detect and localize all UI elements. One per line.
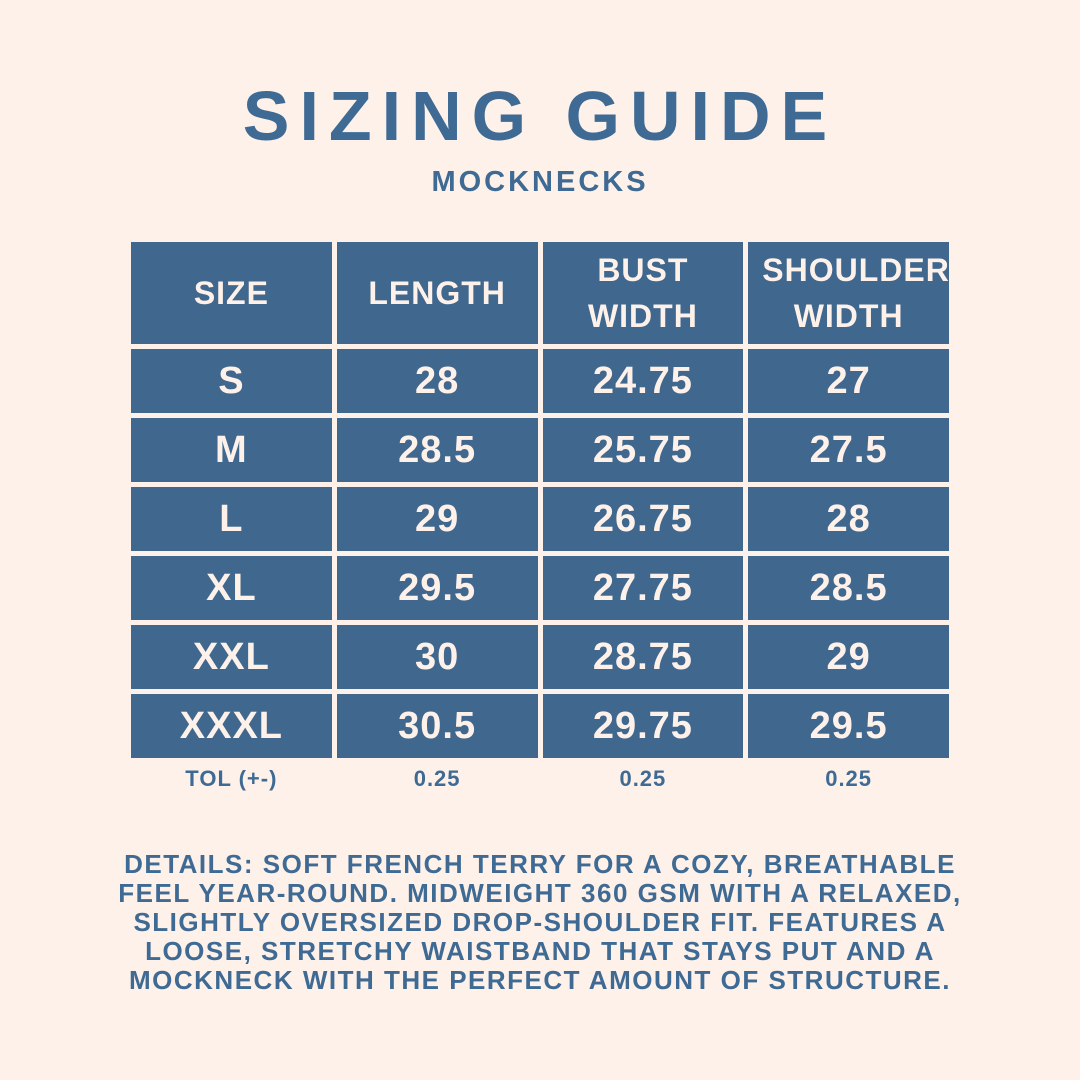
column-header-length: LENGTH: [336, 242, 538, 344]
table-row-l: L 29 26.75 28: [131, 487, 949, 551]
shoulder-width-cell: 27.5: [748, 418, 949, 482]
size-cell: XXXL: [131, 694, 332, 758]
page-subtitle: MOCKNECKS: [431, 166, 649, 198]
details-text: DETAILS: SOFT FRENCH TERRY FOR A COZY, B…: [118, 849, 962, 996]
table-row-xxl: XXL 30 28.75 29: [131, 625, 949, 689]
tolerance-row: TOL (+-) 0.25 0.25 0.25: [131, 763, 949, 795]
length-cell: 29.5: [336, 556, 538, 620]
size-cell: XL: [131, 556, 332, 620]
column-header-size: SIZE: [131, 242, 332, 344]
table-row-s: S 28 24.75 27: [131, 349, 949, 413]
table-row-m: M 28.5 25.75 27.5: [131, 418, 949, 482]
table-row-xl: XL 29.5 27.75 28.5: [131, 556, 949, 620]
sizing-table: SIZE LENGTH BUST WIDTH SHOULDER WIDTH S …: [126, 237, 954, 800]
page-title: SIZING GUIDE: [242, 77, 838, 155]
table-row-xxxl: XXXL 30.5 29.75 29.5: [131, 694, 949, 758]
bust-width-cell: 24.75: [542, 349, 744, 413]
shoulder-width-cell: 29: [748, 625, 949, 689]
shoulder-width-cell: 28.5: [748, 556, 949, 620]
bust-width-cell: 27.75: [542, 556, 744, 620]
tolerance-shoulder-width: 0.25: [825, 766, 873, 791]
shoulder-width-cell: 29.5: [748, 694, 949, 758]
bust-width-cell: 26.75: [542, 487, 744, 551]
tolerance-label: TOL (+-): [185, 766, 278, 791]
size-cell: XXL: [131, 625, 332, 689]
column-header-shoulder-width: SHOULDER WIDTH: [748, 242, 949, 344]
bust-width-cell: 25.75: [542, 418, 744, 482]
tolerance-length: 0.25: [413, 766, 461, 791]
length-cell: 29: [336, 487, 538, 551]
length-cell: 28: [336, 349, 538, 413]
shoulder-width-cell: 27: [748, 349, 949, 413]
tolerance-bust-width: 0.25: [619, 766, 667, 791]
size-cell: S: [131, 349, 332, 413]
size-cell: L: [131, 487, 332, 551]
table-header-row: SIZE LENGTH BUST WIDTH SHOULDER WIDTH: [131, 242, 949, 344]
column-header-bust-width: BUST WIDTH: [542, 242, 744, 344]
bust-width-cell: 28.75: [542, 625, 744, 689]
length-cell: 30: [336, 625, 538, 689]
bust-width-cell: 29.75: [542, 694, 744, 758]
length-cell: 30.5: [336, 694, 538, 758]
length-cell: 28.5: [336, 418, 538, 482]
size-cell: M: [131, 418, 332, 482]
shoulder-width-cell: 28: [748, 487, 949, 551]
